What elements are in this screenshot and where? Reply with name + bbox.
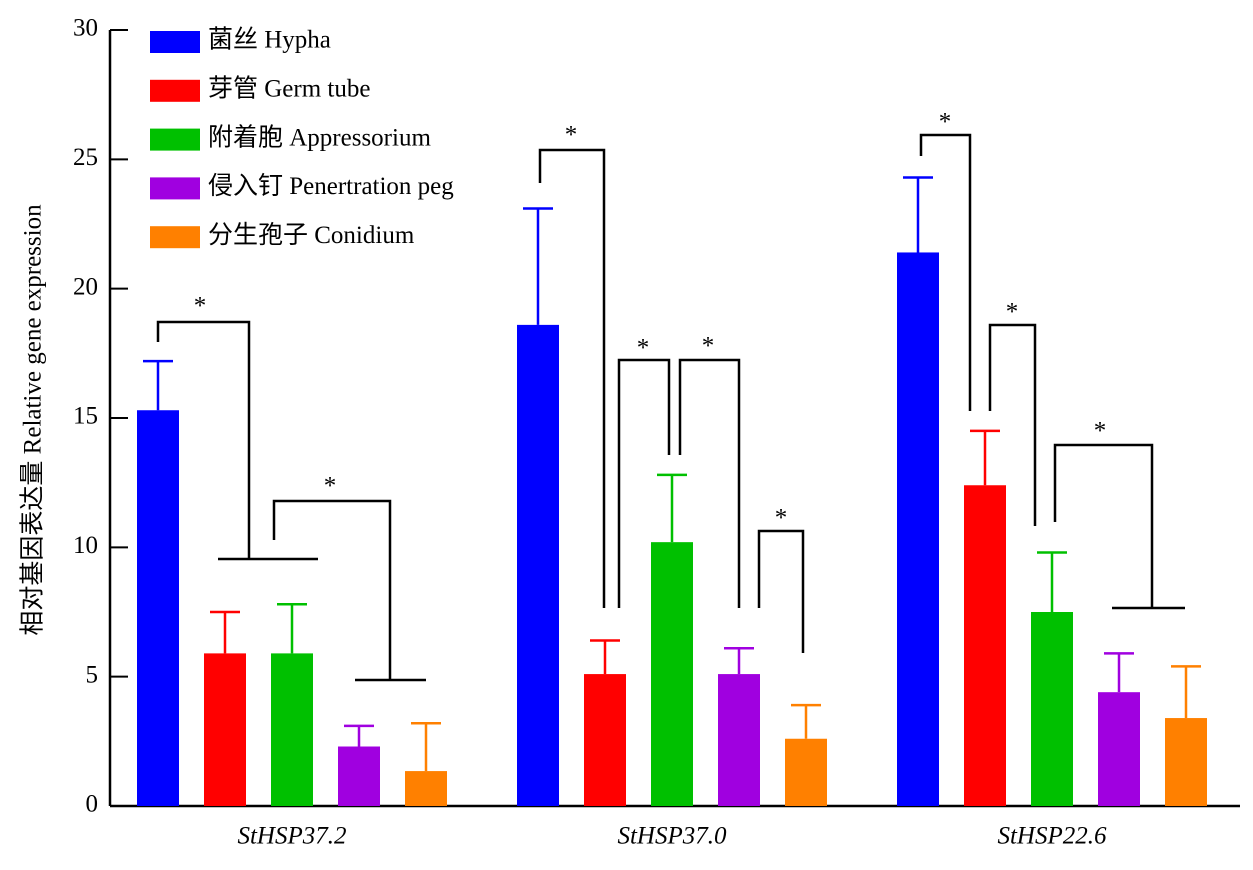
bar (897, 252, 939, 806)
error-bar (411, 721, 441, 772)
significance-star: * (637, 335, 650, 362)
bar (718, 674, 760, 806)
bar (651, 542, 693, 806)
x-tick-label: StHSP37.2 (237, 823, 346, 850)
significance-star: * (194, 293, 207, 320)
bar (1165, 718, 1207, 806)
legend-swatch (150, 31, 200, 53)
error-bar (1104, 652, 1134, 693)
legend-swatch (150, 79, 200, 102)
bar (137, 410, 179, 806)
y-tick-label: 10 (73, 532, 98, 559)
y-tick-label: 30 (73, 15, 98, 42)
y-tick-label: 0 (86, 791, 99, 818)
error-bar (277, 602, 307, 654)
bar (1031, 612, 1073, 806)
x-tick-label: StHSP22.6 (997, 823, 1107, 850)
error-bar (1037, 551, 1067, 612)
y-tick-label: 20 (73, 273, 98, 300)
significance-star: * (565, 122, 578, 149)
y-axis-label: 相对基因表达量 Relative gene expression (19, 204, 47, 636)
bar (1098, 692, 1140, 806)
x-tick-label: StHSP37.0 (617, 823, 727, 850)
error-bar (657, 473, 687, 543)
bar (338, 746, 380, 806)
y-tick-label: 15 (73, 403, 98, 430)
significance-bracket (156, 320, 318, 561)
legend-label: 附着胞 Appressorium (208, 123, 431, 151)
error-bar (791, 703, 821, 739)
significance-star: * (939, 109, 952, 136)
error-bar (1171, 665, 1201, 719)
error-bar (523, 207, 553, 325)
error-bar (590, 639, 620, 675)
significance-star: * (1006, 299, 1019, 326)
error-bar (210, 610, 240, 654)
bar (204, 653, 246, 806)
error-bar (970, 429, 1000, 486)
legend-label: 分生孢子 Conidium (208, 221, 415, 249)
error-bar (903, 176, 933, 253)
significance-star: * (1094, 418, 1107, 445)
significance-star: * (775, 505, 788, 532)
bar (964, 485, 1006, 806)
significance-star: * (324, 473, 337, 500)
error-bar (344, 724, 374, 747)
significance-bracket (757, 529, 805, 653)
significance-bracket (272, 499, 426, 682)
legend-swatch (150, 177, 200, 200)
legend-swatch (150, 226, 200, 249)
legend-label: 芽管 Germ tube (208, 75, 370, 103)
legend-label: 侵入钉 Penertration peg (208, 172, 454, 200)
error-bar (143, 359, 173, 411)
legend-swatch (150, 128, 200, 151)
y-tick-label: 25 (73, 144, 98, 171)
significance-bracket (988, 323, 1037, 526)
significance-bracket (538, 148, 606, 608)
error-bar (724, 646, 754, 675)
bar (785, 738, 827, 806)
bar (584, 674, 626, 806)
significance-bracket (919, 133, 972, 411)
bar (405, 771, 447, 806)
bar (271, 653, 313, 806)
significance-bracket (617, 358, 671, 608)
significance-bracket (678, 358, 741, 608)
y-tick-label: 5 (86, 661, 99, 688)
legend-label: 菌丝 Hypha (208, 26, 331, 54)
significance-star: * (702, 333, 715, 360)
significance-bracket (1053, 443, 1185, 610)
bar (517, 324, 559, 806)
